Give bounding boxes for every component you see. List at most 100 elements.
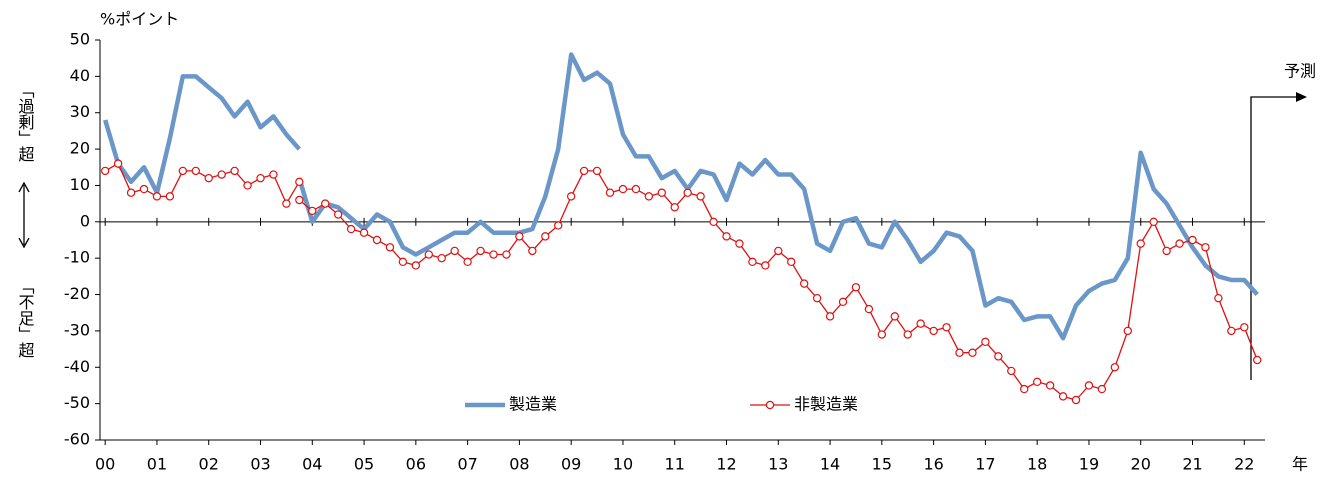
series-marker (774, 246, 783, 256)
annotation: 予測 (1284, 62, 1316, 81)
series-line (104, 162, 1258, 401)
series-marker (787, 257, 796, 267)
x-tick-label: 00 (95, 455, 115, 474)
x-tick-label: 06 (406, 455, 426, 474)
series-marker (748, 257, 757, 267)
series-marker (308, 206, 317, 216)
series-marker (359, 228, 369, 237)
series-marker (877, 330, 887, 339)
series-marker (683, 188, 692, 197)
y-tick-label: 0 (80, 211, 90, 230)
series-marker (424, 250, 433, 259)
series-marker (566, 192, 576, 201)
series-marker (955, 348, 964, 357)
x-tick-label: 07 (457, 455, 477, 474)
series-marker (528, 246, 537, 256)
x-tick-label: 16 (923, 455, 943, 474)
series-marker (994, 352, 1003, 361)
y-label-arrowheads (18, 181, 30, 249)
series-marker (1097, 384, 1107, 394)
series-marker (1149, 217, 1158, 227)
series-marker (851, 283, 861, 292)
series-marker (968, 348, 977, 357)
x-tick-label: 03 (250, 455, 270, 474)
y-label-bottom: 「不足」超 (16, 278, 35, 358)
x-tick-label: 17 (975, 455, 995, 474)
series-marker (1007, 366, 1016, 376)
series-marker (1188, 235, 1197, 245)
series-marker (1227, 326, 1236, 336)
series-marker (178, 166, 188, 176)
forecast-arrow (1250, 96, 1298, 380)
series-marker (463, 257, 472, 267)
series-marker (864, 304, 874, 314)
series-marker (217, 170, 226, 179)
series-marker (592, 166, 602, 176)
y-tick-label: 50 (70, 30, 90, 49)
series-marker (411, 261, 421, 270)
series-marker (929, 326, 938, 336)
legend-label: 非製造業 (794, 395, 858, 414)
y-tick-label: -10 (64, 248, 90, 267)
series-marker (269, 170, 278, 179)
series-marker (735, 239, 744, 248)
series-marker (696, 192, 705, 201)
series-marker (295, 195, 304, 205)
x-tick-label: 01 (147, 455, 167, 474)
x-tick-label: 14 (820, 455, 840, 474)
series-marker (113, 159, 123, 168)
series-marker (256, 173, 265, 183)
y-tick-label: -60 (64, 430, 90, 449)
series-marker (126, 188, 136, 197)
x-tick-label: 10 (613, 455, 633, 474)
series-marker (916, 319, 925, 328)
series-marker (1045, 381, 1055, 390)
series-marker (1020, 384, 1029, 394)
series-marker (903, 330, 912, 339)
series-marker (605, 188, 615, 197)
y-unit-label: %ポイント (100, 10, 179, 29)
series-marker (942, 323, 951, 332)
y-tick-label: -40 (64, 357, 90, 376)
x-tick-label: 02 (199, 455, 219, 474)
series-marker (515, 232, 524, 241)
series-marker (981, 337, 990, 347)
series-marker (165, 192, 175, 201)
x-tick-label: 20 (1131, 455, 1151, 474)
y-label-top: 「過剰」超 (16, 82, 35, 162)
series-marker (282, 199, 291, 208)
series-marker (799, 279, 809, 288)
series-marker (541, 232, 550, 241)
series-marker (437, 253, 446, 263)
series-marker (1058, 392, 1068, 401)
series-marker (385, 243, 395, 252)
series-marker (554, 221, 563, 230)
series-marker (346, 224, 356, 234)
x-tick-label: 22 (1234, 455, 1254, 474)
series-marker (657, 188, 666, 197)
series-marker (1136, 239, 1145, 248)
y-tick-label: 10 (70, 175, 90, 194)
series-marker (100, 166, 110, 176)
series-marker (838, 297, 848, 307)
x-tick-label: 08 (509, 455, 529, 474)
x-tick-label: 09 (561, 455, 581, 474)
series-marker (644, 192, 654, 201)
y-tick-label: 40 (70, 66, 90, 85)
series-marker (670, 203, 679, 212)
series-marker (230, 166, 239, 176)
series-marker (1071, 395, 1081, 405)
series-marker (890, 312, 899, 321)
x-tick-label: 11 (665, 455, 685, 474)
x-tick-label: 15 (872, 455, 892, 474)
y-tick-label: -30 (64, 320, 90, 339)
series-marker (204, 173, 213, 183)
series-marker (709, 217, 718, 227)
series-marker (1240, 323, 1249, 332)
x-tick-label: 04 (302, 455, 322, 474)
series-marker (761, 261, 770, 270)
series-marker (243, 181, 252, 190)
series-marker (631, 184, 641, 194)
series-marker (1201, 243, 1210, 252)
y-tick-label: -50 (64, 393, 90, 412)
